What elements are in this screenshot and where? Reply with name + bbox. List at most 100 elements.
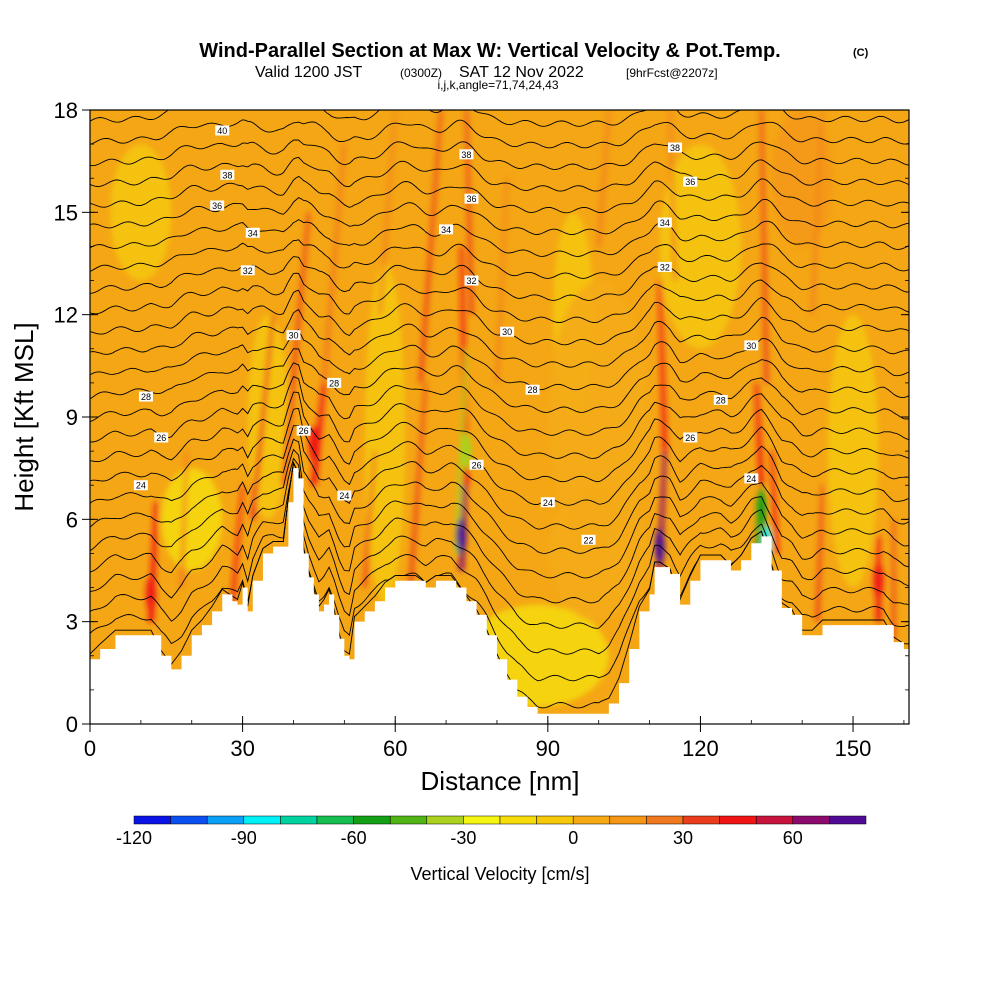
theta-contour-line <box>90 448 909 579</box>
theta-contour-line <box>90 376 909 459</box>
x-tick-label: 150 <box>835 736 872 761</box>
contour-label-text: 28 <box>141 392 151 402</box>
colorbar-bin <box>389 815 428 825</box>
y-tick-label: 3 <box>66 610 78 635</box>
theta-contour-line <box>90 425 909 530</box>
contour-label-box <box>240 265 255 276</box>
contour-label-box <box>459 149 474 160</box>
contour-label-text: 24 <box>339 491 349 501</box>
theta-contour-line <box>90 308 909 368</box>
contour-label-box <box>245 227 260 238</box>
field-patch <box>364 263 406 605</box>
field-patch <box>547 280 650 554</box>
field-patch <box>659 144 742 349</box>
colorbar-tick-label: 60 <box>783 828 803 848</box>
theta-contour-line <box>90 391 909 483</box>
colorbar-tick-label: -120 <box>116 828 152 848</box>
y-tick-label: 0 <box>66 712 78 737</box>
contour-label-box <box>220 169 235 180</box>
contour-label: 32 <box>657 261 672 272</box>
contour-label-text: 30 <box>502 327 512 337</box>
contour-label-box <box>525 384 540 395</box>
colorbar-label: Vertical Velocity [cm/s] <box>410 864 589 884</box>
colorbar-bin <box>829 815 867 825</box>
y-tick-label: 6 <box>66 507 78 532</box>
contour-label: 24 <box>744 473 759 484</box>
contour-label: 22 <box>581 534 596 545</box>
plot-area: 22 24 24 24 24 26 26 26 26 28 28 28 28 30 30 30 32 32 32 34… <box>90 110 909 724</box>
colorbar-bin <box>463 815 501 825</box>
contour-label-text: 36 <box>685 177 695 187</box>
colorbar-bin <box>646 815 684 825</box>
velocity-streak <box>179 451 188 588</box>
colorbar-tick-label: -30 <box>450 828 476 848</box>
contour-label: 26 <box>296 425 311 436</box>
y-tick-label: 12 <box>54 303 78 328</box>
theta-contour-line <box>90 438 909 554</box>
colorbar-bin <box>755 815 794 825</box>
colorbar-bin <box>719 815 757 825</box>
velocity-streak <box>465 110 474 315</box>
contour-label-text: 38 <box>222 170 232 180</box>
field-patch <box>110 144 172 281</box>
contour-label-text: 30 <box>746 341 756 351</box>
contour-label-box <box>464 193 479 204</box>
contour-label: 34 <box>439 224 454 235</box>
contour-label: 24 <box>540 497 555 508</box>
velocity-core <box>456 518 467 555</box>
velocity-streak <box>760 110 769 383</box>
colorbar-bin <box>426 815 464 825</box>
contour-label-text: 26 <box>156 433 166 443</box>
y-tick-label: 15 <box>54 200 78 225</box>
x-tick-label: 30 <box>230 736 254 761</box>
contour-label-text: 40 <box>217 126 227 136</box>
grid-params: i,j,k,angle=71,74,24,43 <box>437 78 558 92</box>
contour-label-text: 28 <box>528 385 538 395</box>
theta-contour-line <box>90 461 909 682</box>
contour-label-box <box>154 432 169 443</box>
theta-contour-line <box>90 362 909 436</box>
valid-z: (0300Z) <box>400 66 442 80</box>
colorbar-tick-labels: -120 -90 -60 -30 0 30 60 <box>116 828 803 848</box>
colorbar-tick-label: 0 <box>568 828 578 848</box>
velocity-streak <box>362 451 376 588</box>
velocity-streak <box>658 280 668 452</box>
contour-label-text: 28 <box>329 378 339 388</box>
contour-label-box <box>439 224 454 235</box>
contour-label: 30 <box>744 340 759 351</box>
contour-label-box <box>296 425 311 436</box>
contour-label-box <box>500 326 515 337</box>
contour-label: 30 <box>500 326 515 337</box>
contour-label-box <box>469 459 484 470</box>
velocity-core <box>873 562 884 599</box>
contour-label-box <box>683 176 698 187</box>
theta-contour-line <box>90 348 909 413</box>
contour-label: 36 <box>464 193 479 204</box>
contour-label-text: 32 <box>243 266 253 276</box>
theta-contour-line <box>90 272 909 323</box>
contour-label-box <box>210 200 225 211</box>
forecast-info: [9hrFcst@2207z] <box>626 66 718 80</box>
velocity-streak <box>408 382 427 588</box>
contour-label-text: 28 <box>716 395 726 405</box>
contour-label-text: 32 <box>660 262 670 272</box>
theta-contour-line <box>90 461 909 629</box>
contour-label-box <box>657 217 672 228</box>
theta-contour-line <box>90 289 909 346</box>
contour-label-text: 38 <box>461 150 471 160</box>
contour-label: 38 <box>459 149 474 160</box>
contour-label: 32 <box>464 275 479 286</box>
velocity-streak <box>891 519 896 639</box>
velocity-core <box>146 576 157 613</box>
y-tick-label: 18 <box>54 98 78 123</box>
colorbar-bin <box>536 815 574 825</box>
contour-label: 36 <box>210 200 225 211</box>
contour-label-text: 36 <box>467 194 477 204</box>
contour-label: 30 <box>286 330 301 341</box>
colorbar-bin <box>206 815 245 825</box>
field-patch <box>161 468 223 571</box>
velocity-streak <box>418 110 443 383</box>
field-patch <box>827 314 879 588</box>
contour-label-box <box>133 480 148 491</box>
contour-label-text: 34 <box>441 225 451 235</box>
